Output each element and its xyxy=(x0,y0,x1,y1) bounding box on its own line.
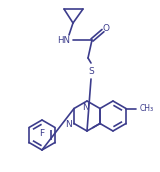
Text: O: O xyxy=(103,24,109,33)
Text: N: N xyxy=(65,120,72,129)
Text: N: N xyxy=(83,103,89,112)
Text: S: S xyxy=(88,67,94,76)
Text: CH₃: CH₃ xyxy=(140,104,154,113)
Text: HN: HN xyxy=(57,35,71,45)
Text: F: F xyxy=(39,129,45,138)
